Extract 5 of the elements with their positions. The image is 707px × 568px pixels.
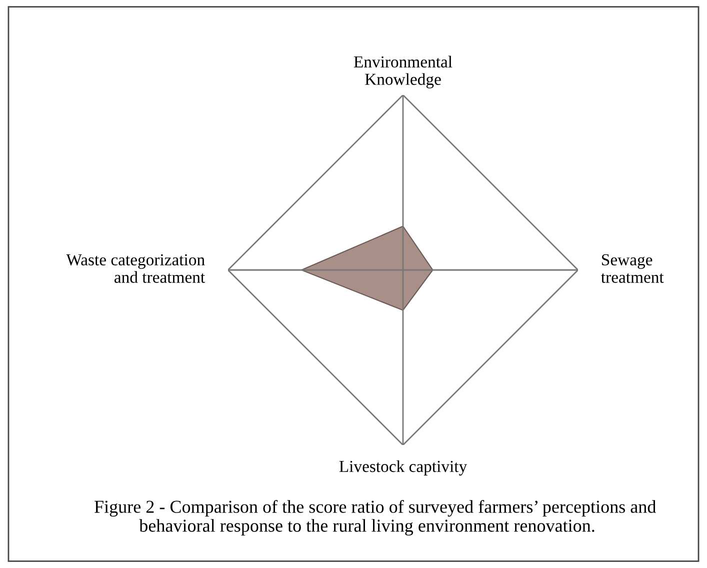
caption: Figure 2 - Comparison of the score ratio of surveyed farmers’ perceptions and behavioral response to the rural living environment renovation.	[94, 500, 656, 536]
spoke-label: Environmental Knowledge	[354, 56, 452, 88]
spoke-label: Sewage treatment	[601, 254, 664, 283]
spoke-label: Livestock captivity	[339, 460, 468, 476]
spoke-label: Waste categorization and treatment	[66, 254, 205, 283]
